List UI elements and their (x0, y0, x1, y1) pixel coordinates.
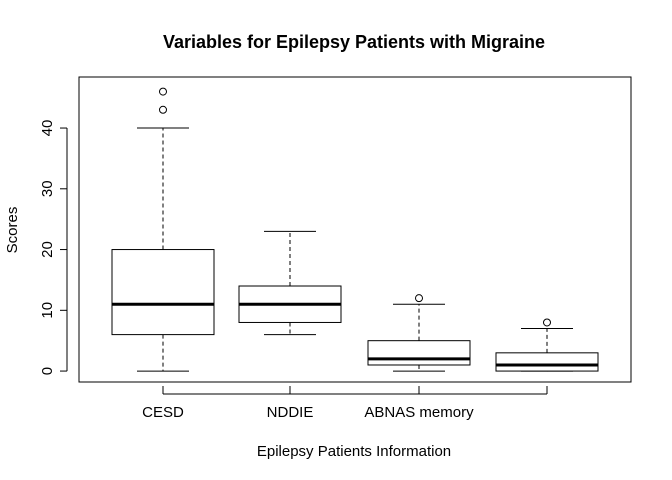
iqr-box (111, 249, 215, 336)
outlier-point (415, 294, 423, 303)
plot-frame (78, 76, 632, 383)
box-group (238, 230, 342, 336)
boxes (111, 87, 599, 372)
outlier-point (543, 318, 551, 327)
box-group (495, 318, 599, 372)
iqr-box (367, 340, 471, 366)
y-tick-label: 10 (39, 302, 56, 319)
box-group (111, 87, 215, 372)
box-group (367, 294, 471, 372)
x-tick-label: CESD (142, 404, 184, 421)
chart-title: Variables for Epilepsy Patients with Mig… (163, 32, 545, 52)
x-tick-label: ABNAS memory (364, 404, 474, 421)
x-axis-label: Epilepsy Patients Information (257, 443, 451, 460)
y-tick-label: 40 (39, 120, 56, 137)
y-tick-label: 30 (39, 180, 56, 197)
y-tick-label: 20 (39, 241, 56, 258)
x-tick-label: NDDIE (267, 404, 314, 421)
y-tick-label: 0 (39, 367, 56, 375)
outlier-point (159, 105, 167, 114)
iqr-box (495, 352, 599, 372)
y-axis-label: Scores (4, 207, 21, 254)
y-axis: 0 10 20 30 40 (39, 120, 68, 375)
outlier-point (159, 87, 167, 96)
x-axis: CESD NDDIE ABNAS memory (142, 386, 548, 421)
